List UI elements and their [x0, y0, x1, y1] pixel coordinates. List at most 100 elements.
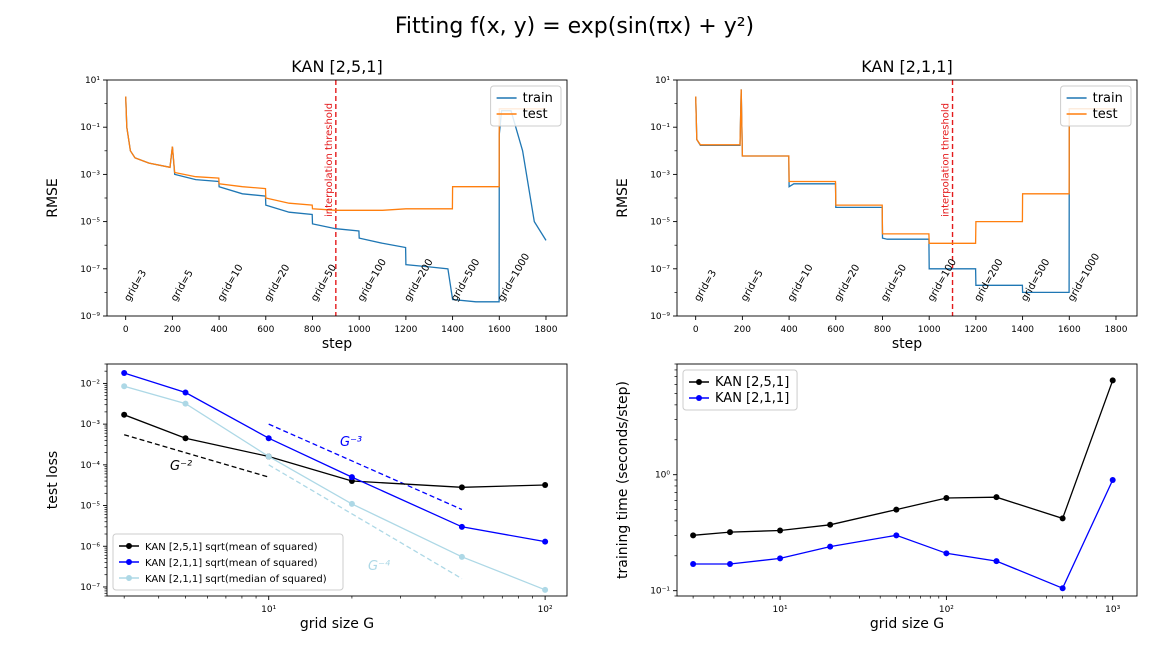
- x-tick-label: 1800: [1105, 325, 1128, 335]
- legend-label: KAN [2,1,1] sqrt(median of squared): [145, 574, 327, 585]
- y-axis-label: test loss: [45, 451, 61, 509]
- x-tick-label: 400: [210, 325, 227, 335]
- y-tick-label: 10⁰: [655, 471, 670, 481]
- data-point: [1109, 377, 1116, 384]
- reference-line: [123, 434, 269, 478]
- x-tick-label: 400: [780, 325, 797, 335]
- data-point: [265, 435, 272, 442]
- x-tick-label: 1000: [918, 325, 941, 335]
- x-tick-label: 1600: [1058, 325, 1081, 335]
- x-tick-label: 800: [304, 325, 321, 335]
- data-point: [777, 527, 784, 534]
- grid-label: grid=500: [1019, 257, 1052, 303]
- legend-label: KAN [2,5,1]: [715, 375, 789, 390]
- grid-label: grid=5: [739, 268, 766, 303]
- x-tick-label: 1800: [535, 325, 558, 335]
- y-tick-label: 10⁻¹: [650, 587, 670, 597]
- data-point: [993, 494, 1000, 501]
- x-tick-label: 1200: [964, 325, 987, 335]
- data-point: [121, 411, 128, 418]
- data-point: [893, 532, 900, 539]
- grid-label: grid=1000: [496, 252, 532, 304]
- y-tick-label: 10¹: [85, 76, 100, 86]
- grid-label: grid=500: [449, 257, 482, 303]
- grid-label: grid=50: [879, 263, 909, 304]
- data-point: [727, 529, 734, 536]
- figure-title: Fitting f(x, y) = exp(sin(πx) + y²): [394, 14, 755, 39]
- reference-line: [268, 464, 463, 580]
- y-tick-label: 10⁻⁴: [80, 461, 100, 471]
- x-axis-label: grid size G: [870, 616, 944, 632]
- data-point: [542, 481, 549, 488]
- x-axis-label: grid size G: [300, 616, 374, 632]
- data-point: [993, 558, 1000, 565]
- legend-label: test: [1093, 107, 1118, 122]
- data-point: [542, 586, 549, 593]
- data-point: [458, 553, 465, 560]
- data-point: [893, 506, 900, 513]
- x-tick-label: 800: [874, 325, 891, 335]
- data-point: [827, 521, 834, 528]
- data-point: [265, 453, 272, 460]
- data-point: [1109, 477, 1116, 483]
- legend-marker: [696, 395, 702, 401]
- grid-label: grid=200: [973, 257, 1006, 303]
- y-tick-label: 10⁻⁵: [80, 218, 100, 228]
- axes-frame: [106, 363, 568, 597]
- grid-label: grid=10: [786, 263, 816, 304]
- chart-panel-3: 10¹ 10² 10⁻⁷ 10⁻⁶ 10⁻⁵ 10⁻⁴ 10⁻³ 10⁻² grid size …: [45, 363, 568, 632]
- data-point: [727, 560, 734, 567]
- axes-frame: [676, 79, 1138, 317]
- chart-title: KAN [2,5,1]: [291, 57, 382, 76]
- data-point: [542, 538, 549, 545]
- threshold-label: interpolation threshold: [941, 103, 952, 217]
- series-line: [693, 479, 1114, 590]
- legend: KAN [2,5,1] sqrt(mean of squared) KAN [2,…: [112, 533, 344, 591]
- legend-label: KAN [2,5,1] sqrt(mean of squared): [145, 542, 318, 553]
- x-tick-label: 200: [164, 325, 181, 335]
- y-tick-label: 10⁻³: [80, 420, 100, 430]
- chart-panel-2: KAN [2,1,1] 0 200 400 600 800 1000 1200 1400 1600…: [615, 57, 1138, 352]
- x-tick-label: 10²: [939, 605, 954, 615]
- y-axis-label: training time (seconds/step): [615, 381, 631, 579]
- x-axis-label: step: [892, 336, 922, 352]
- legend-box: [682, 369, 798, 411]
- data-point: [458, 523, 465, 530]
- legend-marker: [126, 575, 132, 581]
- legend: KAN [2,5,1]KAN [2,1,1]: [682, 369, 798, 411]
- y-tick-label: 10⁻⁹: [650, 312, 670, 322]
- x-tick-label: 10¹: [773, 605, 788, 615]
- threshold-label: interpolation threshold: [324, 103, 335, 217]
- y-tick-label: 10⁻⁵: [650, 218, 670, 228]
- y-tick-label: 10⁻⁵: [80, 502, 100, 512]
- x-tick-label: 1000: [348, 325, 371, 335]
- legend-box: [1060, 85, 1132, 127]
- y-tick-label: 10⁻⁹: [80, 312, 100, 322]
- x-tick-label: 0: [693, 325, 699, 335]
- y-tick-label: 10⁻³: [80, 170, 100, 180]
- plot-area: [121, 370, 549, 593]
- legend-marker: [696, 379, 702, 385]
- x-tick-label: 10¹: [261, 605, 276, 615]
- data-point: [121, 383, 128, 390]
- series-line: [695, 89, 1116, 244]
- data-point: [348, 500, 355, 507]
- data-point: [182, 400, 189, 407]
- y-tick-label: 10⁻¹: [650, 123, 670, 133]
- legend-marker: [126, 543, 132, 549]
- data-point: [943, 550, 950, 557]
- legend-box: [490, 85, 562, 127]
- chart-title: KAN [2,1,1]: [861, 57, 952, 76]
- data-point: [458, 484, 465, 491]
- data-point: [182, 389, 189, 396]
- x-tick-label: 1600: [488, 325, 511, 335]
- legend-label: KAN [2,1,1]: [715, 391, 789, 406]
- data-point: [1059, 515, 1066, 522]
- data-point: [690, 560, 697, 567]
- grid-label: grid=10: [216, 263, 246, 304]
- legend-label: train: [1093, 91, 1123, 106]
- legend-label: train: [523, 91, 553, 106]
- y-tick-label: 10⁻³: [650, 170, 670, 180]
